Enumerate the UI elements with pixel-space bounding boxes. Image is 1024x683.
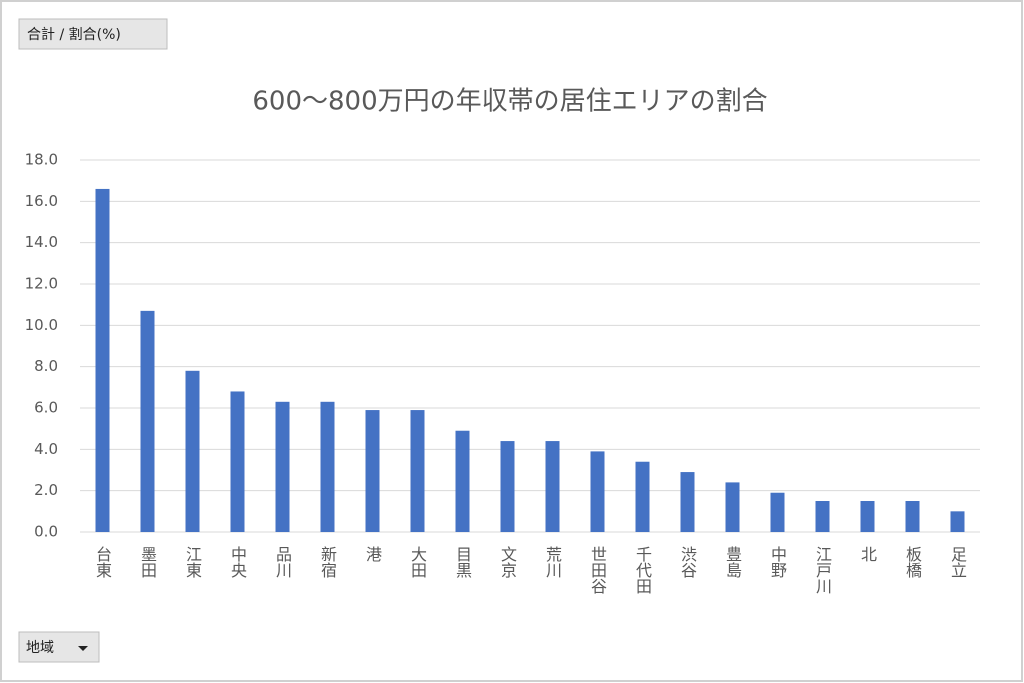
x-tick-label: 目黒 [453, 546, 472, 578]
y-tick-label: 4.0 [34, 440, 58, 458]
bar [950, 511, 965, 532]
x-tick-label: 墨田 [138, 546, 157, 578]
x-tick-label: 大田 [408, 546, 427, 578]
values-field-button[interactable]: 合計 / 割合(%) [18, 18, 168, 50]
x-tick-label: 江戸川 [813, 546, 832, 594]
y-tick-label: 18.0 [25, 151, 58, 169]
x-tick-label: 文京 [498, 546, 517, 579]
x-tick-label: 新宿 [318, 546, 337, 578]
dropdown-arrow [78, 646, 88, 651]
bar [230, 391, 245, 532]
bar [680, 472, 695, 532]
y-tick-label: 10.0 [25, 316, 58, 334]
y-tick-label: 2.0 [34, 481, 58, 499]
x-tick-label: 足立 [948, 546, 967, 578]
x-tick-label: 江東 [183, 546, 202, 578]
y-tick-label: 14.0 [25, 233, 58, 251]
bar [455, 430, 470, 532]
y-tick-label: 16.0 [25, 192, 58, 210]
x-tick-label: 渋谷 [678, 546, 697, 578]
chart-title: 600～800万円の年収帯の居住エリアの割合 [252, 87, 767, 117]
y-tick-label: 6.0 [34, 399, 58, 417]
button-bg [18, 18, 168, 50]
x-tick-label: 世田谷 [588, 546, 607, 594]
bar [545, 441, 560, 532]
bar [860, 501, 875, 532]
x-tick-label: 中央 [228, 546, 247, 578]
x-tick-label: 品川 [273, 546, 292, 578]
bar [905, 501, 920, 532]
x-tick-label: 北 [858, 546, 877, 562]
bar [365, 410, 380, 532]
bar [95, 188, 110, 532]
x-tick-label: 豊島 [723, 546, 742, 578]
y-tick-label: 12.0 [25, 275, 58, 293]
x-tick-label: 港 [363, 546, 382, 562]
bar [635, 461, 650, 532]
bar [590, 451, 605, 532]
axis-field-button[interactable]: 地域 [18, 631, 100, 663]
x-tick-label: 中野 [768, 546, 787, 578]
y-tick-label: 8.0 [34, 357, 58, 375]
button-label: 合計 / 割合(%) [27, 26, 121, 43]
y-tick-label: 0.0 [34, 523, 58, 541]
bar [725, 482, 740, 532]
bar [140, 310, 155, 532]
bar [410, 410, 425, 532]
bar [275, 401, 290, 532]
bar [185, 370, 200, 532]
x-tick-label: 千代田 [633, 546, 652, 594]
bar [320, 401, 335, 532]
x-tick-label: 荒川 [543, 546, 562, 578]
x-tick-label: 台東 [93, 546, 112, 578]
bar [500, 441, 515, 532]
bar [815, 501, 830, 532]
x-tick-label: 板橋 [903, 546, 922, 579]
bar [770, 492, 785, 532]
button-label: 地域 [26, 640, 54, 656]
